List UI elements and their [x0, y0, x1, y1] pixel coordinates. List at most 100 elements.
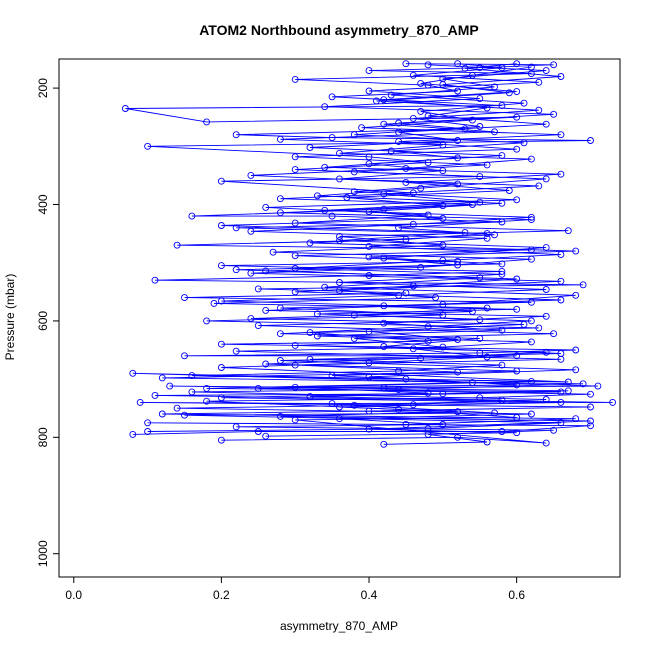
data-point: [409, 282, 417, 290]
data-point: [527, 377, 535, 385]
data-point: [203, 118, 211, 126]
data-point: [527, 213, 535, 221]
data-point: [542, 286, 550, 293]
data-point: [365, 67, 373, 75]
data-point: [380, 440, 388, 448]
data-point: [527, 216, 535, 224]
data-point: [158, 374, 166, 382]
data-point: [483, 161, 491, 169]
data-point: [365, 87, 373, 95]
data-point: [498, 326, 506, 334]
data-point: [402, 178, 410, 186]
data-point: [424, 112, 432, 120]
data-point: [380, 96, 388, 104]
data-point: [151, 276, 159, 284]
data-point: [395, 367, 403, 375]
data-point: [380, 343, 388, 350]
data-point: [395, 138, 403, 146]
data-point: [269, 248, 277, 256]
data-point: [557, 277, 565, 285]
data-point: [476, 95, 484, 103]
data-point: [321, 163, 329, 171]
data-point: [542, 67, 550, 75]
data-point: [129, 430, 137, 438]
data-point: [181, 352, 188, 360]
data-point: [343, 194, 351, 201]
data-point: [579, 281, 587, 289]
data-point: [527, 317, 535, 325]
data-point: [483, 353, 491, 361]
data-point: [217, 364, 225, 371]
data-point: [439, 167, 447, 175]
x-axis: 0.0 0.2 0.4 0.6: [65, 576, 525, 602]
data-point: [247, 315, 255, 323]
y-tick-label: 1000: [36, 540, 50, 567]
data-point: [550, 110, 558, 118]
y-tick-label: 800: [36, 427, 50, 447]
data-point: [121, 105, 129, 112]
data-point: [262, 203, 270, 211]
data-point: [365, 373, 373, 381]
data-point: [306, 239, 314, 247]
data-point: [291, 383, 299, 391]
data-point: [247, 227, 255, 235]
data-point: [535, 324, 543, 332]
data-point: [498, 396, 506, 404]
data-point: [328, 212, 336, 220]
data-point: [454, 261, 462, 269]
data-point: [336, 149, 343, 157]
data-point: [527, 338, 535, 346]
x-tick-label: 0.2: [213, 588, 230, 602]
data-point: [291, 166, 299, 174]
data-point: [129, 369, 137, 377]
data-point: [232, 423, 240, 431]
data-point: [513, 145, 521, 153]
data-point: [439, 256, 447, 264]
data-point: [527, 63, 535, 71]
data-point: [409, 401, 417, 409]
data-point: [498, 270, 506, 278]
data-point: [572, 247, 580, 255]
data-point: [542, 120, 550, 128]
data-point: [166, 382, 174, 390]
data-point: [188, 212, 196, 220]
data-point: [572, 366, 580, 374]
data-point: [232, 266, 240, 274]
data-point: [188, 388, 196, 396]
data-point: [217, 340, 225, 348]
data-point: [254, 322, 262, 330]
data-point: [609, 398, 617, 406]
data-point: [476, 394, 484, 402]
data-point: [439, 241, 447, 249]
data-point: [505, 89, 513, 97]
data-point: [203, 397, 211, 405]
data-point: [461, 64, 469, 72]
x-tick-label: 0.0: [65, 588, 82, 602]
data-point: [291, 288, 299, 296]
data-point: [491, 231, 498, 239]
data-point: [527, 155, 535, 163]
data-point: [151, 391, 159, 399]
data-point: [454, 433, 462, 441]
data-point: [321, 103, 329, 111]
data-point: [336, 175, 343, 183]
data-point: [380, 319, 388, 327]
data-point: [527, 410, 535, 418]
data-point: [291, 153, 299, 161]
data-point: [550, 426, 558, 434]
data-point: [188, 372, 196, 380]
data-point: [439, 301, 447, 309]
data-point: [542, 439, 550, 447]
data-point: [409, 71, 417, 79]
data-point: [483, 304, 491, 312]
data-point: [217, 177, 225, 185]
data-point: [513, 367, 521, 375]
data-point: [409, 114, 417, 122]
data-point: [520, 139, 528, 147]
data-point: [402, 60, 410, 68]
data-point: [424, 211, 432, 219]
data-point: [424, 323, 432, 331]
data-point: [144, 142, 152, 150]
data-point: [513, 196, 521, 204]
data-point: [432, 294, 439, 302]
